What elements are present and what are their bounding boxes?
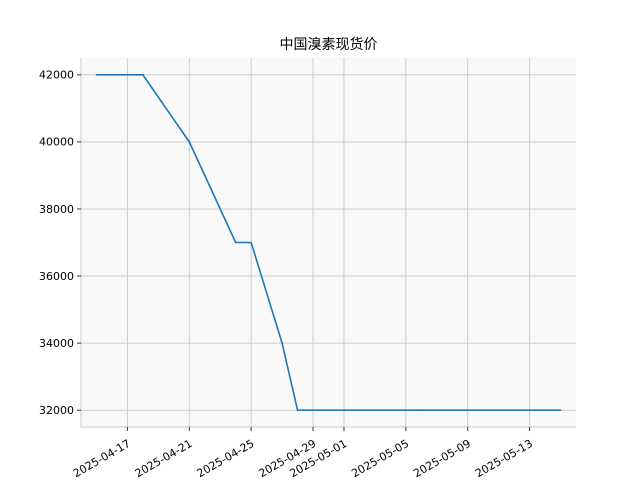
y-tick-label: 34000 [39, 337, 74, 350]
y-tick-label: 42000 [39, 69, 74, 82]
data-point [142, 73, 144, 76]
data-point [126, 73, 129, 76]
data-point [95, 73, 98, 76]
y-tick-label: 38000 [39, 203, 74, 216]
y-tick-label: 36000 [39, 270, 74, 283]
data-point [111, 73, 113, 76]
x-tick-label: 2025-04-17 [71, 437, 133, 480]
data-point [281, 342, 283, 344]
data-point [188, 141, 191, 143]
data-point [559, 409, 562, 412]
y-tick-label: 40000 [39, 136, 74, 149]
data-point [250, 241, 252, 244]
x-tick-label: 2025-05-09 [411, 437, 473, 480]
y-axis-ticks: 32000 34000 36000 38000 40000 42000 [39, 69, 81, 417]
x-axis-ticks: 2025-04-17 2025-04-21 2025-04-25 2025-04-29… [71, 427, 535, 480]
data-point [420, 409, 423, 412]
x-tick-label: 2025-05-13 [473, 437, 535, 480]
chart-title: 中国溴素现货价 [280, 36, 378, 53]
data-point [234, 241, 237, 244]
y-tick-label: 32000 [39, 404, 74, 417]
series-layer [95, 73, 562, 412]
x-tick-label: 2025-04-25 [195, 437, 257, 480]
data-point [312, 409, 314, 412]
x-tick-label: 2025-05-05 [349, 437, 411, 480]
plot-frame [80, 58, 576, 428]
x-tick-label: 2025-04-21 [133, 437, 195, 480]
data-point [296, 409, 299, 412]
plot-background [81, 58, 576, 427]
price-series-line [96, 73, 561, 412]
